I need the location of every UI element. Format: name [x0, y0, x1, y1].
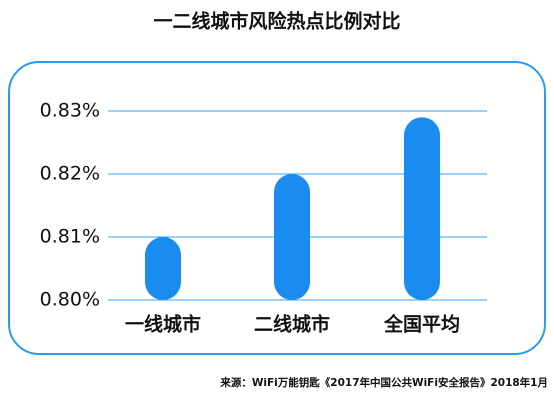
y-tick-label: 0.82%: [40, 163, 100, 185]
chart-title: 一二线城市风险热点比例对比: [153, 10, 400, 33]
source-note: 来源：WiFi万能钥匙《2017年中国公共WiFi安全报告》2018年1月: [219, 376, 548, 389]
x-tick-label: 全国平均: [383, 313, 460, 336]
bar: [404, 117, 440, 300]
x-tick-label: 一线城市: [125, 313, 201, 336]
x-tick-label: 二线城市: [254, 313, 330, 336]
bar: [274, 174, 310, 300]
y-tick-label: 0.80%: [40, 289, 100, 311]
y-tick-label: 0.83%: [40, 100, 100, 122]
chart-frame: [8, 61, 546, 355]
bar: [145, 237, 181, 300]
y-tick-label: 0.81%: [40, 226, 100, 248]
